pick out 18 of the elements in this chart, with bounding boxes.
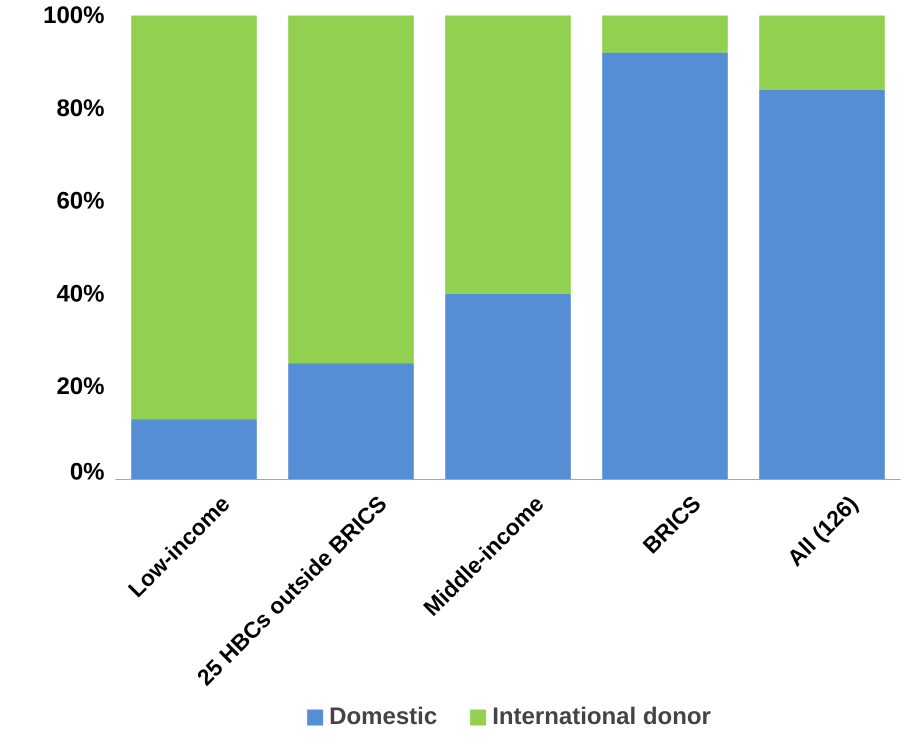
bar [759, 16, 885, 90]
bar [759, 90, 885, 480]
bar [288, 16, 414, 364]
legend-label: Domestic [329, 703, 438, 731]
bar [445, 294, 571, 480]
bar [131, 419, 257, 480]
bar [602, 16, 728, 53]
bar [602, 52, 728, 480]
y-tick-label: 0% [70, 458, 104, 486]
bar [131, 16, 257, 420]
bar [445, 16, 571, 294]
bar [288, 364, 414, 480]
y-tick-label: 40% [56, 280, 105, 308]
y-tick-label: 80% [56, 94, 105, 122]
y-tick-label: 60% [56, 188, 105, 215]
y-tick-label: 100% [43, 2, 105, 29]
y-tick-label: 20% [56, 373, 105, 400]
legend-label: International donor [492, 703, 711, 731]
